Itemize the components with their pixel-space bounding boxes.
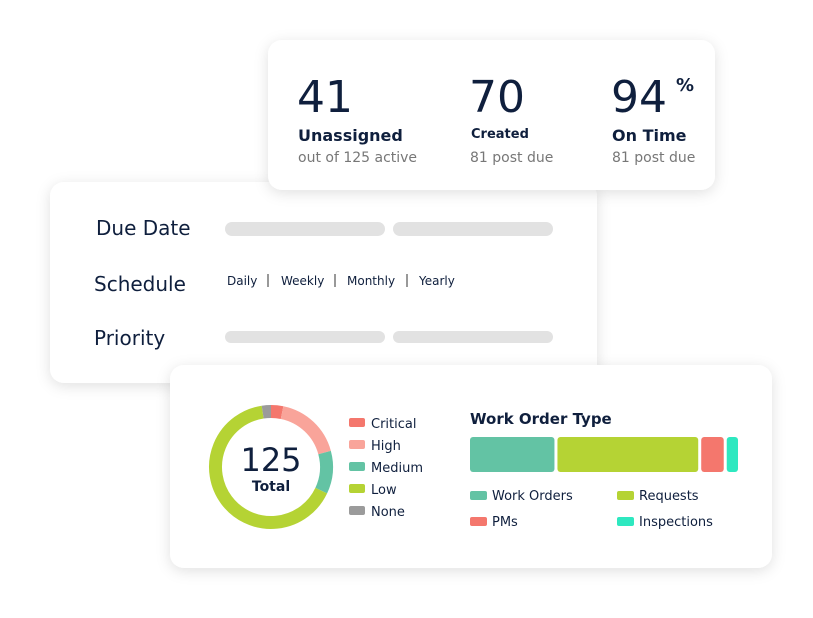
donut-segment (280, 406, 331, 455)
stat-label: Unassigned (298, 126, 403, 145)
legend-swatch (349, 440, 365, 449)
priority-label: Priority (94, 326, 165, 350)
bar-segment (701, 437, 724, 472)
bar-segment (557, 437, 699, 472)
due-date-label: Due Date (96, 216, 191, 240)
donut-total: 125 (240, 441, 301, 479)
legend-swatch (470, 517, 487, 526)
bar-segment (726, 437, 738, 472)
stat-label: Created (471, 127, 529, 142)
stat-value: 94 (611, 72, 667, 123)
legend-label: Medium (371, 461, 423, 476)
schedule-label: Schedule (94, 272, 186, 296)
donut-segment (315, 450, 333, 494)
stat-sub: 81 post due (612, 150, 695, 166)
schedule-option[interactable]: Monthly (347, 274, 395, 288)
bar-segment (470, 437, 555, 472)
stats-card (268, 40, 715, 190)
schedule-option[interactable]: Weekly (281, 274, 324, 288)
stat-sub: 81 post due (470, 150, 553, 166)
stat-value: 70 (469, 72, 525, 123)
donut-segment (209, 405, 328, 529)
placeholder (225, 331, 385, 343)
legend-swatch (349, 418, 365, 427)
placeholder (393, 222, 553, 236)
legend-label: Requests (639, 489, 699, 504)
legend-label: Critical (371, 417, 416, 432)
legend-swatch (470, 491, 487, 500)
legend-label: Low (371, 483, 397, 498)
legend-label: Work Orders (492, 489, 573, 504)
placeholder (225, 222, 385, 236)
donut-segment (270, 405, 284, 420)
bar-title: Work Order Type (470, 410, 612, 428)
stat-suffix: % (676, 75, 694, 96)
legend-swatch (349, 484, 365, 493)
legend-swatch (617, 491, 634, 500)
schedule-option[interactable]: Daily (227, 274, 257, 288)
legend-label: Inspections (639, 515, 713, 530)
donut-segment (261, 405, 272, 419)
legend-swatch (349, 462, 365, 471)
stat-label: On Time (612, 126, 687, 145)
legend-label: None (371, 505, 405, 520)
legend-label: High (371, 439, 401, 454)
schedule-option[interactable]: Yearly (418, 274, 455, 288)
legend-label: PMs (492, 515, 518, 530)
legend-swatch (349, 506, 365, 515)
placeholder (393, 331, 553, 343)
stat-value: 41 (297, 72, 353, 123)
legend-swatch (617, 517, 634, 526)
stat-sub: out of 125 active (298, 150, 417, 166)
donut-total-label: Total (252, 479, 290, 495)
